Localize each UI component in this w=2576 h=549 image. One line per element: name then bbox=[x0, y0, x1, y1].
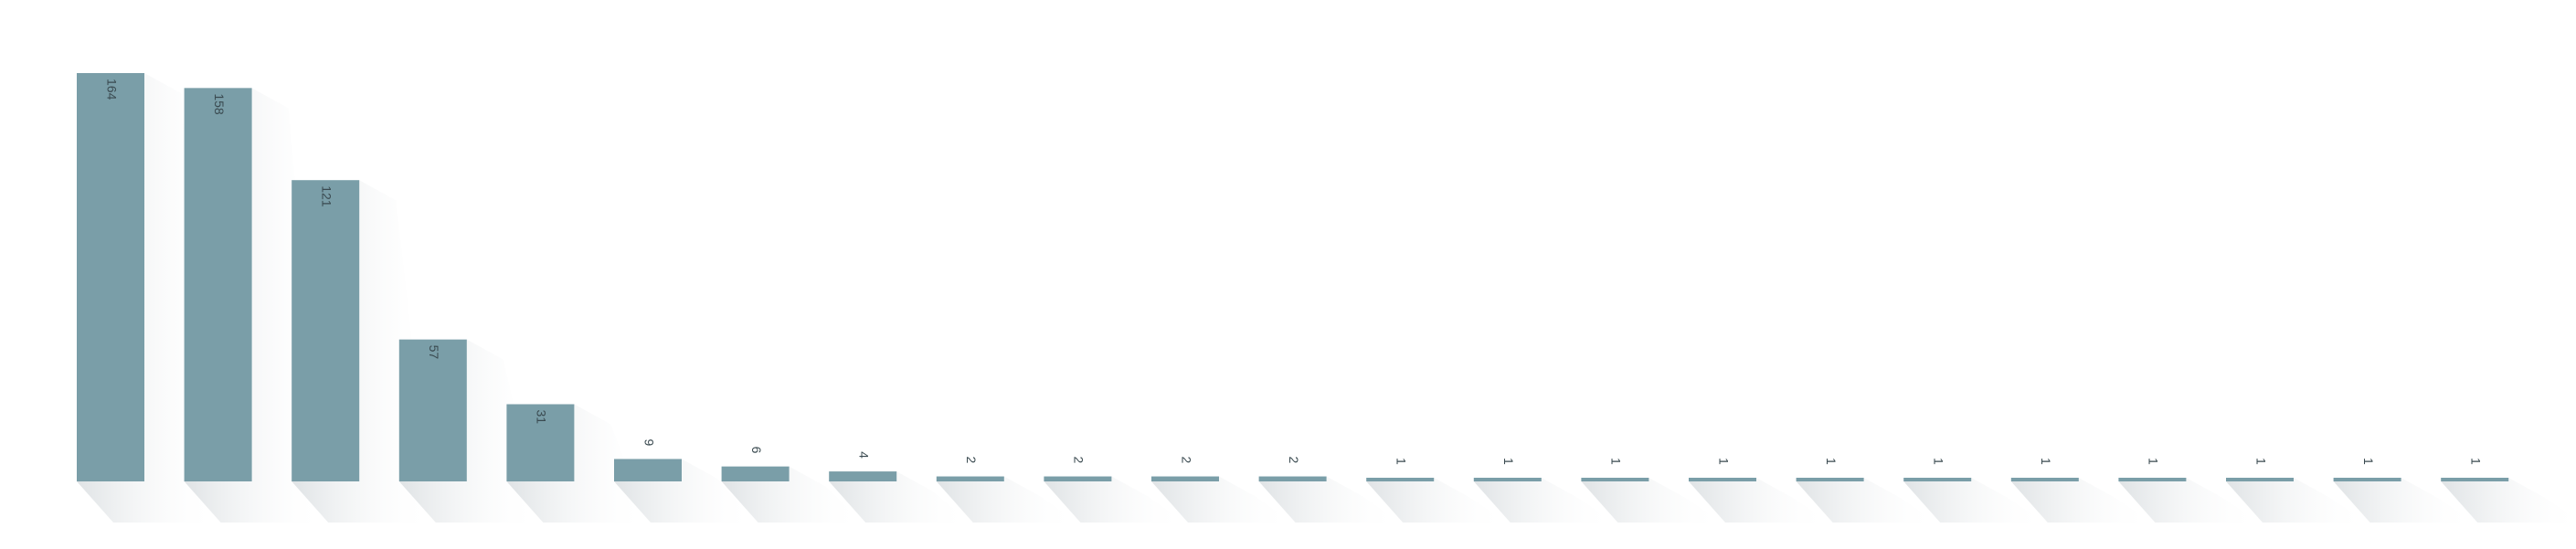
bar bbox=[2010, 478, 2079, 481]
bar bbox=[721, 466, 790, 481]
bar bbox=[506, 404, 575, 481]
value-label: 1 bbox=[2147, 458, 2161, 465]
bar bbox=[1044, 476, 1112, 481]
bar-shadow bbox=[2333, 478, 2475, 523]
value-label: 2 bbox=[1287, 457, 1301, 464]
value-label: 2 bbox=[1072, 457, 1087, 464]
value-label: 4 bbox=[856, 451, 871, 459]
bar bbox=[77, 73, 144, 481]
bar bbox=[1151, 476, 1219, 481]
bar bbox=[2226, 478, 2294, 481]
bar bbox=[292, 180, 360, 481]
value-label: 1 bbox=[1609, 458, 1624, 465]
bar bbox=[184, 88, 252, 481]
bar bbox=[614, 459, 682, 481]
bar-shadow bbox=[2226, 478, 2367, 523]
value-label: 1 bbox=[1931, 458, 1945, 465]
value-label: 1 bbox=[1394, 458, 1408, 465]
bar bbox=[1258, 476, 1327, 481]
value-label: 2 bbox=[964, 457, 979, 464]
bar-shadow bbox=[1044, 476, 1185, 523]
bar-shadow bbox=[1366, 478, 1508, 523]
value-label: 1 bbox=[2361, 458, 2376, 465]
value-label: 31 bbox=[535, 410, 549, 425]
bar bbox=[1473, 478, 1542, 481]
value-label: 6 bbox=[749, 447, 764, 454]
bar bbox=[829, 471, 897, 481]
value-label: 158 bbox=[212, 93, 227, 115]
value-label: 1 bbox=[1501, 458, 1516, 465]
value-labels: 164 158 121 57 31 9 6 4 2 2 2 2 1 1 1 1 1 1 1 1 1 1 1 bbox=[104, 79, 2483, 465]
value-label: 1 bbox=[1824, 458, 1839, 465]
bar-shadow bbox=[2010, 478, 2152, 523]
bars bbox=[77, 73, 2509, 481]
value-label: 1 bbox=[2253, 458, 2268, 465]
bar bbox=[2333, 478, 2401, 481]
bar-shadow bbox=[829, 471, 970, 523]
value-label: 2 bbox=[1179, 457, 1193, 464]
bar bbox=[2118, 478, 2187, 481]
bar-shadow bbox=[1689, 478, 1829, 523]
bar bbox=[2441, 478, 2509, 481]
value-label: 1 bbox=[1716, 458, 1731, 465]
bar-shadow bbox=[1903, 478, 2045, 523]
bar bbox=[1581, 478, 1649, 481]
value-label: 1 bbox=[2039, 458, 2053, 465]
bar-shadow bbox=[1796, 478, 1937, 523]
bar-shadow bbox=[2118, 478, 2260, 523]
value-label: 121 bbox=[319, 185, 334, 207]
bar-shadow bbox=[506, 404, 648, 523]
bar-shadow bbox=[2441, 478, 2576, 523]
bar-shadow bbox=[1258, 476, 1400, 523]
value-label: 9 bbox=[641, 438, 656, 446]
bar-shadow bbox=[1581, 478, 1723, 523]
value-label: 57 bbox=[427, 345, 441, 360]
bar-shadow bbox=[936, 476, 1077, 523]
value-label: 164 bbox=[104, 79, 119, 100]
bar bbox=[1796, 478, 1864, 481]
bar bbox=[936, 476, 1004, 481]
bar bbox=[1366, 478, 1435, 481]
bar bbox=[1903, 478, 1972, 481]
bar-shadow bbox=[1473, 478, 1615, 523]
value-label: 1 bbox=[2468, 458, 2483, 465]
bar-shadow bbox=[1151, 476, 1292, 523]
bar bbox=[398, 339, 467, 481]
bar bbox=[1689, 478, 1756, 481]
